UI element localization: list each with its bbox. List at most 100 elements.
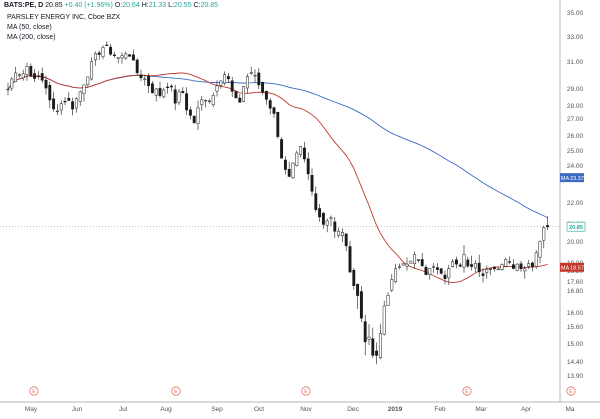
candle [394, 268, 398, 283]
candle [435, 267, 439, 270]
low-label: L: [168, 2, 175, 9]
x-tick-label: Dec [347, 406, 359, 413]
candle [451, 261, 455, 267]
x-tick-label: Aug [160, 406, 172, 413]
candle [169, 85, 173, 88]
candle [466, 259, 470, 267]
candle [93, 53, 97, 61]
high-value: 21.33 [148, 2, 167, 9]
candle [280, 139, 284, 159]
earnings-marker[interactable] [171, 386, 181, 396]
candle [86, 76, 90, 86]
earnings-marker[interactable] [29, 386, 39, 396]
candle [78, 91, 82, 102]
candle [162, 89, 166, 98]
candle [500, 264, 504, 270]
candle [359, 291, 363, 319]
candle [264, 90, 268, 100]
candle [367, 336, 371, 340]
candle [90, 61, 94, 80]
candle [405, 263, 409, 267]
y-tick-label: 29.00 [567, 86, 584, 93]
candle [325, 220, 329, 226]
candle [245, 76, 249, 89]
open-value: 20.64 [122, 2, 140, 9]
candle [344, 233, 348, 247]
candle [200, 99, 204, 106]
earnings-marker[interactable] [462, 386, 472, 396]
candle [52, 98, 56, 110]
candle [283, 159, 287, 170]
earnings-marker-label: E [465, 389, 469, 395]
x-tick-label: Nov [300, 406, 312, 413]
candle [71, 101, 75, 110]
y-tick-label: 24.00 [567, 163, 584, 170]
ma200-value: 23.37 [570, 176, 584, 182]
candle [375, 350, 379, 356]
candle [44, 79, 48, 89]
candle [527, 263, 531, 267]
candle [530, 262, 534, 267]
ma200-legend[interactable]: MA (200, close) [7, 34, 56, 41]
candle [36, 75, 40, 77]
earnings-marker[interactable] [566, 386, 576, 396]
candle [287, 169, 291, 177]
candle [120, 55, 124, 59]
candle [105, 44, 109, 47]
candle [485, 268, 489, 273]
candle [538, 241, 542, 258]
ma50-value-badge [570, 262, 584, 272]
candle [496, 268, 500, 271]
ma50-legend[interactable]: MA (50, close) [7, 24, 52, 31]
candle [454, 259, 458, 265]
candle [314, 193, 318, 210]
candle [74, 98, 78, 109]
symbol-label: BATS:PE, D [4, 2, 44, 9]
candle [439, 268, 443, 274]
earnings-marker-label: E [32, 389, 36, 395]
candle [215, 85, 219, 92]
candle [321, 212, 325, 225]
candle [382, 305, 386, 335]
x-tick-label: Apr [521, 406, 532, 413]
candle [112, 54, 116, 56]
candle [291, 162, 295, 179]
candle [135, 59, 139, 74]
close-value: 20.85 [200, 2, 219, 9]
candle [447, 268, 451, 279]
earnings-marker-label: E [569, 389, 573, 395]
ma50-tag [560, 262, 570, 272]
candle [177, 91, 181, 103]
last-price-value: 20.85 [569, 225, 583, 231]
candle [302, 147, 306, 160]
candle [59, 103, 63, 111]
candle [542, 227, 546, 241]
candle [17, 74, 21, 77]
candle [192, 115, 196, 123]
candle [166, 86, 170, 88]
candle [29, 66, 33, 77]
candle [534, 252, 538, 267]
ma50-value: 18.57 [570, 266, 584, 272]
candle [356, 283, 360, 296]
candle [82, 84, 86, 94]
candle [428, 268, 432, 275]
candle [253, 74, 257, 77]
candle [397, 266, 401, 268]
candle [489, 268, 493, 270]
y-tick-label: 33.00 [567, 34, 584, 41]
candle [504, 259, 508, 267]
earnings-marker[interactable] [301, 386, 311, 396]
candle [458, 264, 462, 267]
candle [97, 52, 101, 55]
candle [473, 263, 477, 269]
last-price-badge [566, 221, 586, 232]
candle [204, 99, 208, 102]
x-tick-label: Ma [565, 406, 574, 413]
candle [234, 91, 238, 99]
candle [131, 54, 135, 61]
ma200-tag [560, 173, 570, 183]
candle [470, 264, 474, 267]
